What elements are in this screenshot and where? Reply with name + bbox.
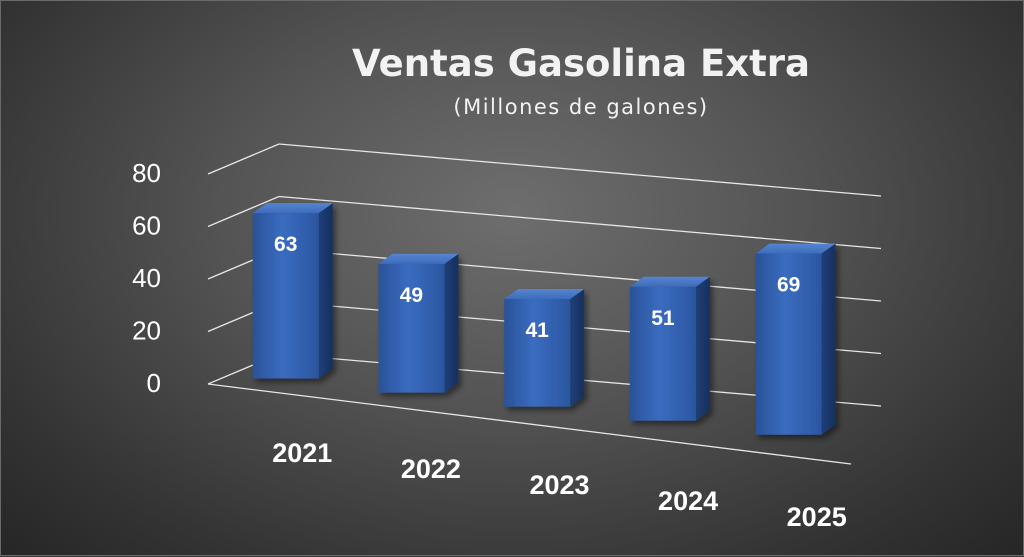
x-tick-label: 2022 — [401, 454, 461, 484]
gridline — [278, 195, 882, 250]
bar-top — [629, 276, 710, 287]
data-label: 41 — [525, 319, 549, 342]
x-tick-label: 2021 — [272, 438, 332, 468]
x-tick-label: 2023 — [529, 470, 589, 500]
data-label: 69 — [777, 274, 800, 297]
gridline-side — [207, 195, 280, 228]
y-axis: 0 20 40 60 80 — [132, 158, 161, 398]
floor-edge — [207, 383, 852, 465]
bar-side — [695, 276, 710, 421]
x-tick-label: 2025 — [787, 502, 847, 532]
bar-side — [570, 288, 585, 407]
chart-subtitle: (Millones de galones) — [453, 95, 708, 119]
bar-top — [755, 243, 836, 254]
gridline — [278, 143, 882, 197]
y-tick-label: 60 — [132, 211, 161, 241]
bar-top — [252, 203, 333, 214]
data-label: 63 — [274, 233, 297, 256]
bar — [378, 253, 459, 393]
chart-title: Ventas Gasolina Extra — [352, 42, 810, 85]
data-label: 51 — [651, 307, 675, 330]
bar-side — [318, 203, 333, 379]
bar-front — [378, 263, 445, 393]
bar-front — [629, 286, 696, 421]
y-tick-label: 20 — [132, 316, 161, 346]
bar-top — [504, 288, 585, 299]
bar — [504, 288, 585, 407]
bar-side — [444, 253, 459, 393]
bar-front — [504, 298, 571, 407]
bar-front — [252, 213, 319, 379]
x-tick-label: 2024 — [658, 486, 718, 516]
bar-top — [378, 253, 459, 264]
bar — [629, 276, 710, 421]
bar — [252, 203, 333, 379]
bars: 63 49 41 51 69 — [252, 203, 836, 435]
y-tick-label: 80 — [132, 158, 161, 188]
y-tick-label: 40 — [132, 263, 161, 293]
bar-side — [821, 243, 836, 435]
bar-front — [755, 253, 822, 435]
x-axis: 2021 2022 2023 2024 2025 — [272, 438, 846, 532]
bar — [755, 243, 836, 435]
data-label: 49 — [400, 284, 423, 307]
gridline-side — [207, 143, 280, 175]
y-tick-label: 0 — [147, 368, 161, 398]
